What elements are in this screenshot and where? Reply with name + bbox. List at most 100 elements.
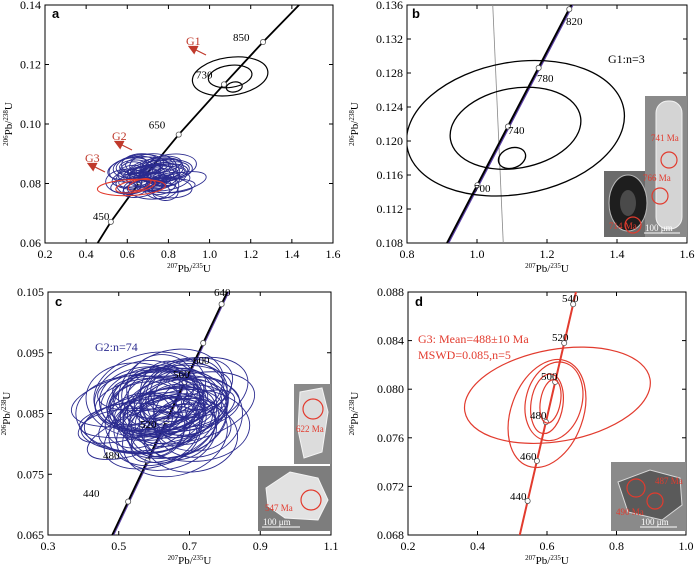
age-label: 460 [520,451,537,463]
y-axis-label-part: 206 [348,424,356,435]
scale-bar-label: 100 μm [263,517,291,527]
g1-ellipse [407,59,626,197]
concordia-node [533,457,540,464]
g2-ellipse [138,358,223,423]
age-label: 440 [510,491,527,503]
spot-age-label: 547 Ma [265,503,293,513]
y-axis-label-part: Pb/ [1,409,13,425]
concordia-node [218,301,225,308]
g2-ellipse [138,163,189,183]
x-tick-label: 1.4 [284,247,299,261]
x-tick-label: 1.0 [470,247,485,261]
group-arrow [187,45,207,56]
group-label-g3: G3 [85,151,100,165]
x-tick-label: 1.6 [680,247,695,261]
y-axis-label-part: 206 [2,135,10,146]
y-axis-label-part: U [349,392,361,400]
age-label: 780 [537,73,554,85]
x-tick-label: 0.4 [470,539,485,553]
y-axis-label-part: U [349,102,361,110]
age-label: 500 [541,371,558,383]
x-tick-label: 0.6 [120,247,135,261]
y-axis-label-part: Pb/ [3,120,15,136]
age-label: 820 [566,16,583,28]
x-axis-label-part: U [561,263,569,275]
g3-ellipse [115,178,156,194]
g3-ellipse [539,379,562,424]
panel-label: a [52,6,60,21]
age-label: 700 [474,183,491,195]
x-tick-label: 0.5 [111,539,126,553]
concordia-node [260,39,267,46]
x-axis-label-part: Pb/ [178,555,194,566]
x-tick-label: 0.9 [253,539,268,553]
spot-age-label: 490 Ma [616,507,644,517]
zircon-grain [265,471,329,521]
y-tick-label: 0.105 [17,285,44,299]
g2-ellipse [126,354,199,426]
plot-area [96,5,301,243]
y-axis-label-part: 238 [348,399,356,410]
x-axis-label-part: Pb/ [536,555,552,566]
group-arrow [86,162,106,173]
x-tick-label: 0.8 [161,247,176,261]
group-label-g1: G1 [186,34,201,48]
panel-label: d [415,294,423,309]
x-tick-label: 0.4 [79,247,94,261]
y-tick-label: 0.112 [376,202,403,216]
age-label: 650 [149,120,166,132]
x-axis-label-part: 207 [167,262,178,270]
spot-age-label: 741 Ma [651,133,679,143]
group-arrow [113,140,133,151]
y-tick-label: 0.12 [20,58,41,72]
x-axis-label-part: Pb/ [178,263,194,275]
g2-ellipse [103,393,220,470]
g2-ellipse [98,384,227,452]
zircon-grain [655,100,683,230]
g1-ellipse [225,81,243,93]
plot-area [463,292,651,535]
spot-circle [300,489,322,511]
g2-ellipse [129,153,177,180]
panel-label: c [55,294,62,309]
y-tick-label: 0.072 [377,479,404,493]
g2-ellipse [117,395,179,441]
x-axis-label-part: 207 [525,554,536,562]
concordia-node [535,64,542,71]
x-tick-label: 0.6 [540,539,555,553]
y-tick-label: 0.076 [377,431,404,445]
g3-ellipse [524,361,584,442]
concordia-node [570,301,577,308]
scale-bar-label: 100 μm [641,517,669,527]
spot-age-label: 766 Ma [643,173,671,183]
x-tick-label: 0.8 [400,247,415,261]
g3-ellipse [463,346,651,445]
g2-ellipse [104,392,173,449]
x-tick-label: 0.2 [38,247,53,261]
x-axis-label-part: 207 [168,554,179,562]
x-tick-label: 0.7 [182,539,197,553]
panel-b: 0.8 1.0 1.2 1.4 1.6 0.108 0.112 0.116 0.120 0.124… [348,0,695,275]
weighted-mean-annotation: MSWD=0.085,n=5 [418,348,511,362]
reference-line [492,5,504,243]
y-tick-label: 0.108 [376,236,403,250]
y-tick-label: 0.116 [376,168,403,182]
y-axis-label: 206Pb/238U [0,392,13,436]
spot-circle [646,492,664,510]
g2-ellipse [93,351,207,431]
g2-ellipse [125,156,171,175]
concordia-curve [111,292,229,535]
x-axis-label: 207Pb/235U [525,262,569,275]
y-axis-label-part: Pb/ [349,120,361,136]
concordia-node [200,340,207,347]
zircon-core [620,190,636,216]
y-tick-label: 0.068 [377,528,404,542]
group-count: G2:n=74 [95,340,138,354]
concordia-node [175,131,182,138]
y-tick-label: 0.080 [377,382,404,396]
panel-c: 0.3 0.5 0.7 0.9 1.1 0.065 0.075 0.085 0.095 0.105… [0,285,339,566]
y-tick-label: 0.136 [376,0,403,12]
y-axis-label-part: 206 [0,424,8,435]
y-axis-label: 206Pb/238U [348,102,361,146]
